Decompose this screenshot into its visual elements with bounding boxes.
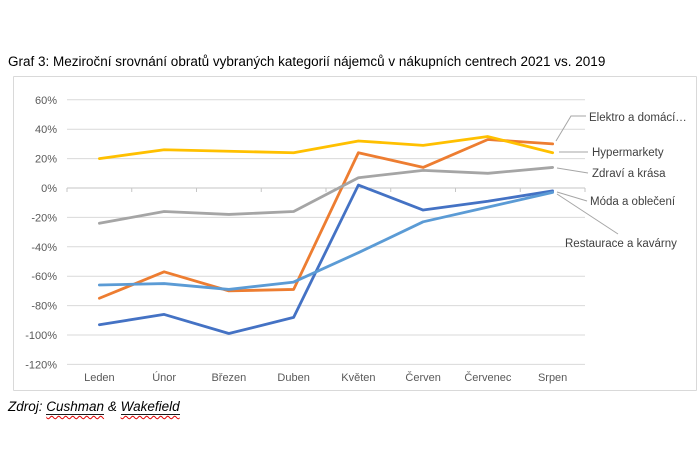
source-line: Zdroj: Cushman & Wakefield [8,399,180,415]
source-link-cushman[interactable]: Cushman [46,399,105,415]
source-prefix: Zdroj: [8,399,43,414]
source-ampersand: & [107,399,117,414]
source-link-wakefield[interactable]: Wakefield [120,399,180,415]
chart-title: Graf 3: Meziroční srovnání obratů vybran… [8,54,606,69]
chart-frame[interactable] [13,76,697,391]
